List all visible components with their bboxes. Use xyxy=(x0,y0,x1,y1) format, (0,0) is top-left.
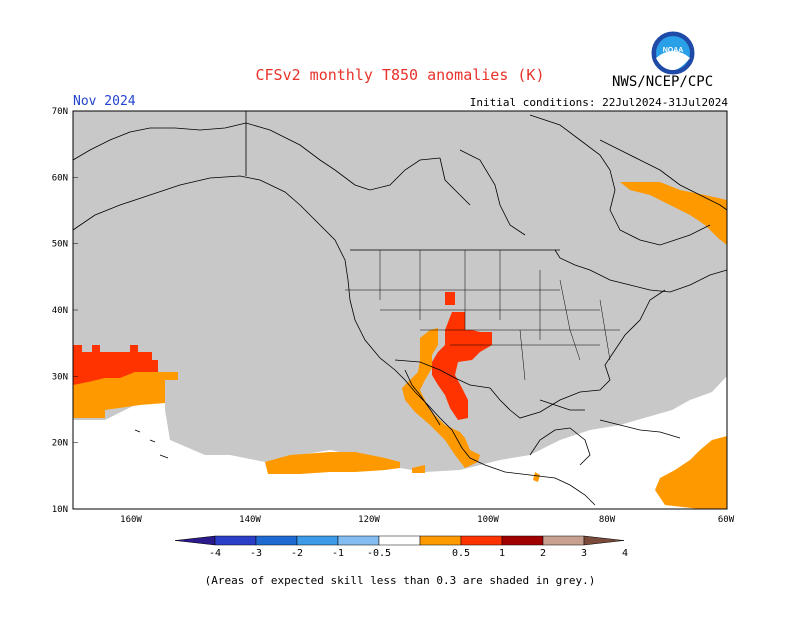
lat-label: 30N xyxy=(52,372,68,382)
coastlines-and-borders xyxy=(72,111,728,506)
colorbar-label: -0.5 xyxy=(367,548,391,559)
lon-label: 60W xyxy=(718,515,735,525)
colorbar-segment xyxy=(296,535,339,546)
lat-label: 50N xyxy=(52,240,68,250)
colorbar-label: -2 xyxy=(291,548,303,559)
logo-text: NOAA xyxy=(663,47,684,54)
colorbar-label: -3 xyxy=(250,548,262,559)
colorbar-segment xyxy=(583,535,625,546)
low-skill-region xyxy=(73,111,727,472)
lon-label: 160W xyxy=(120,515,142,525)
colorbar-segment xyxy=(214,535,257,546)
colorbar-label: 0.5 xyxy=(452,548,470,559)
lat-label: 70N xyxy=(52,107,68,117)
colorbar-segment xyxy=(174,535,216,546)
noaa-logo: NOAA xyxy=(650,30,696,76)
lat-gridlines xyxy=(73,110,78,510)
colorbar-segment xyxy=(542,535,585,546)
lon-labels: 160W 140W 120W 100W 80W 60W xyxy=(120,515,735,525)
colorbar-label: 1 xyxy=(499,548,505,559)
lat-labels: 70N 60N 50N 40N 30N 20N 10N xyxy=(52,107,68,515)
state-borders xyxy=(345,250,620,381)
lon-label: 140W xyxy=(239,515,261,525)
colorbar-segment xyxy=(255,535,298,546)
colorbar-label: 3 xyxy=(581,548,587,559)
colorbar-label: 2 xyxy=(540,548,546,559)
colorbar-label: -1 xyxy=(332,548,344,559)
lat-label: 40N xyxy=(52,306,68,316)
colorbar-label: -4 xyxy=(209,548,221,559)
colorbar-segment xyxy=(378,535,421,546)
colorbar-segment xyxy=(501,535,544,546)
colorbar-segment xyxy=(419,535,462,546)
footnote: (Areas of expected skill less than 0.3 a… xyxy=(204,574,596,587)
colorbar-segment xyxy=(337,535,380,546)
colorbar: -4 -3 -2 -1 -0.5 0.5 1 2 3 4 xyxy=(174,535,628,559)
valid-date-label: Nov 2024 xyxy=(73,94,136,109)
lat-label: 10N xyxy=(52,505,68,515)
chart-title: CFSv2 monthly T850 anomalies (K) xyxy=(255,66,545,84)
colorbar-segment xyxy=(460,535,503,546)
lon-label: 80W xyxy=(599,515,616,525)
lon-label: 100W xyxy=(477,515,499,525)
agency-label: NWS/NCEP/CPC xyxy=(612,74,714,90)
lon-label: 120W xyxy=(358,515,380,525)
initial-conditions-label: Initial conditions: 22Jul2024-31Jul2024 xyxy=(469,96,728,109)
anomaly-1-2-regions xyxy=(73,292,492,420)
colorbar-label: 4 xyxy=(622,548,628,559)
lat-label: 20N xyxy=(52,439,68,449)
lat-label: 60N xyxy=(52,173,68,183)
